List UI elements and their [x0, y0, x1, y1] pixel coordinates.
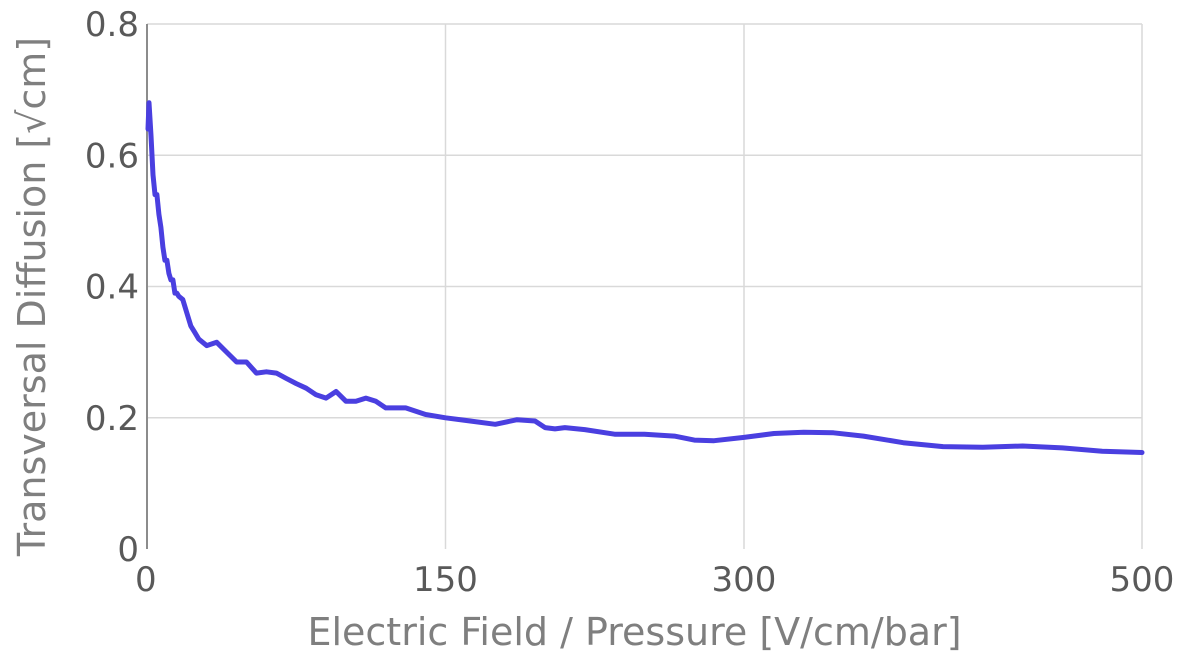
y-tick-label: 0 [117, 530, 139, 570]
y-tick-label: 0.8 [85, 5, 139, 45]
series-layer [145, 100, 1145, 455]
y-tick-label: 0.4 [85, 268, 139, 308]
series-line-0 [145, 100, 1145, 455]
y-tick-label: 0.2 [85, 399, 139, 439]
tick-labels: 0 0.2 0.4 0.6 0.8 0 150 300 500 [85, 5, 1175, 600]
x-tick-label: 150 [413, 560, 478, 600]
x-tick-label: 500 [1110, 560, 1175, 600]
grid [147, 23, 1143, 549]
x-tick-label: 0 [135, 560, 157, 600]
x-tick-label: 300 [712, 560, 777, 600]
x-axis-title: Electric Field / Pressure [V/cm/bar] [307, 610, 961, 654]
y-axis-title: Transversal Diffusion [√cm] [10, 37, 54, 557]
y-tick-label: 0.6 [85, 136, 139, 176]
